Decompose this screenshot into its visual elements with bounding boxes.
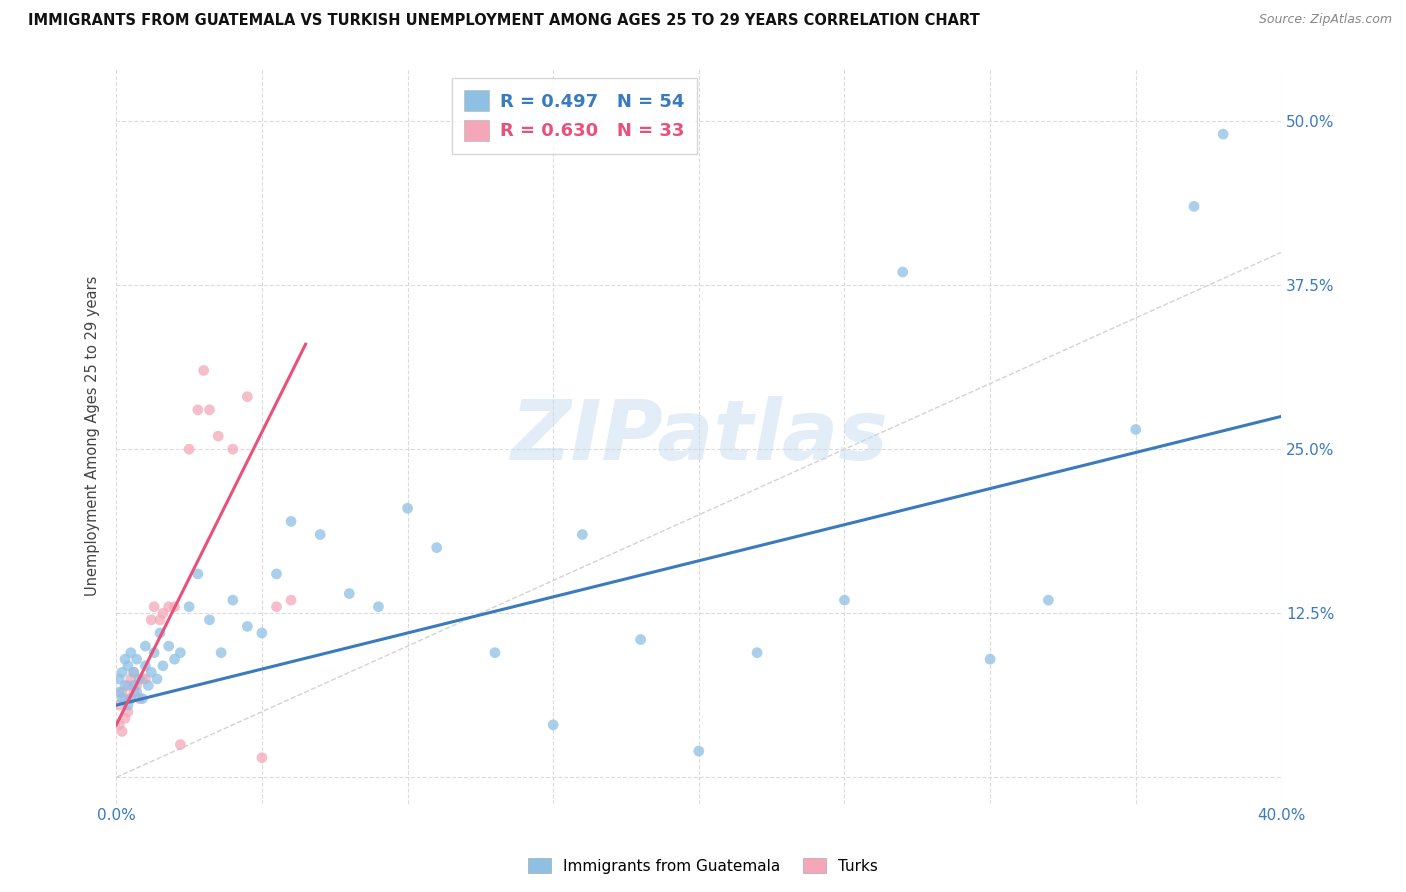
Point [484,646,506,660]
Point [111,685,134,699]
Point [280,593,302,607]
Point [122,665,145,680]
Point [120,672,142,686]
Point [111,724,134,739]
Point [309,527,332,541]
Point [1182,199,1205,213]
Point [122,685,145,699]
Point [834,593,856,607]
Point [134,672,156,686]
Point [198,402,221,417]
Point [134,658,156,673]
Point [125,652,148,666]
Point [688,744,710,758]
Point [122,678,145,692]
Point [367,599,389,614]
Point [250,626,273,640]
Point [120,691,142,706]
Point [146,672,169,686]
Point [120,646,142,660]
Point [117,698,139,713]
Point [152,607,174,621]
Point [630,632,652,647]
Point [128,691,150,706]
Point [236,619,259,633]
Point [337,586,360,600]
Point [222,442,245,457]
Point [125,678,148,692]
Text: IMMIGRANTS FROM GUATEMALA VS TURKISH UNEMPLOYMENT AMONG AGES 25 TO 29 YEARS CORR: IMMIGRANTS FROM GUATEMALA VS TURKISH UNE… [28,13,980,29]
Point [114,691,136,706]
Point [125,685,148,699]
Text: Source: ZipAtlas.com: Source: ZipAtlas.com [1258,13,1392,27]
Point [177,599,200,614]
Point [193,363,215,377]
Point [117,658,139,673]
Point [114,652,136,666]
Point [745,646,768,660]
Legend: R = 0.497   N = 54, R = 0.630   N = 33: R = 0.497 N = 54, R = 0.630 N = 33 [451,78,697,153]
Point [111,665,134,680]
Point [114,711,136,725]
Point [108,718,131,732]
Point [541,718,564,732]
Point [152,658,174,673]
Point [1038,593,1060,607]
Point [136,678,159,692]
Point [120,691,142,706]
Point [131,672,153,686]
Point [128,672,150,686]
Point [117,678,139,692]
Point [1125,423,1147,437]
Point [111,691,134,706]
Point [571,527,593,541]
Point [891,265,914,279]
Point [149,613,172,627]
Point [266,566,288,581]
Point [280,515,302,529]
Point [198,613,221,627]
Point [122,665,145,680]
Point [169,738,191,752]
Point [114,678,136,692]
Point [209,646,232,660]
Point [187,566,209,581]
Point [134,639,156,653]
Point [222,593,245,607]
Point [187,402,209,417]
Point [236,390,259,404]
Point [157,639,180,653]
Legend: Immigrants from Guatemala, Turks: Immigrants from Guatemala, Turks [522,852,884,880]
Point [149,626,172,640]
Point [108,685,131,699]
Point [131,691,153,706]
Point [143,599,166,614]
Point [266,599,288,614]
Point [108,698,131,713]
Point [108,672,131,686]
Point [207,429,229,443]
Point [143,646,166,660]
Point [426,541,449,555]
Point [163,652,186,666]
Text: ZIPatlas: ZIPatlas [510,395,887,476]
Point [169,646,191,660]
Point [396,501,419,516]
Y-axis label: Unemployment Among Ages 25 to 29 years: Unemployment Among Ages 25 to 29 years [86,276,100,596]
Point [141,665,163,680]
Point [141,613,163,627]
Point [1212,127,1234,141]
Point [117,705,139,719]
Point [177,442,200,457]
Point [979,652,1001,666]
Point [163,599,186,614]
Point [157,599,180,614]
Point [250,750,273,764]
